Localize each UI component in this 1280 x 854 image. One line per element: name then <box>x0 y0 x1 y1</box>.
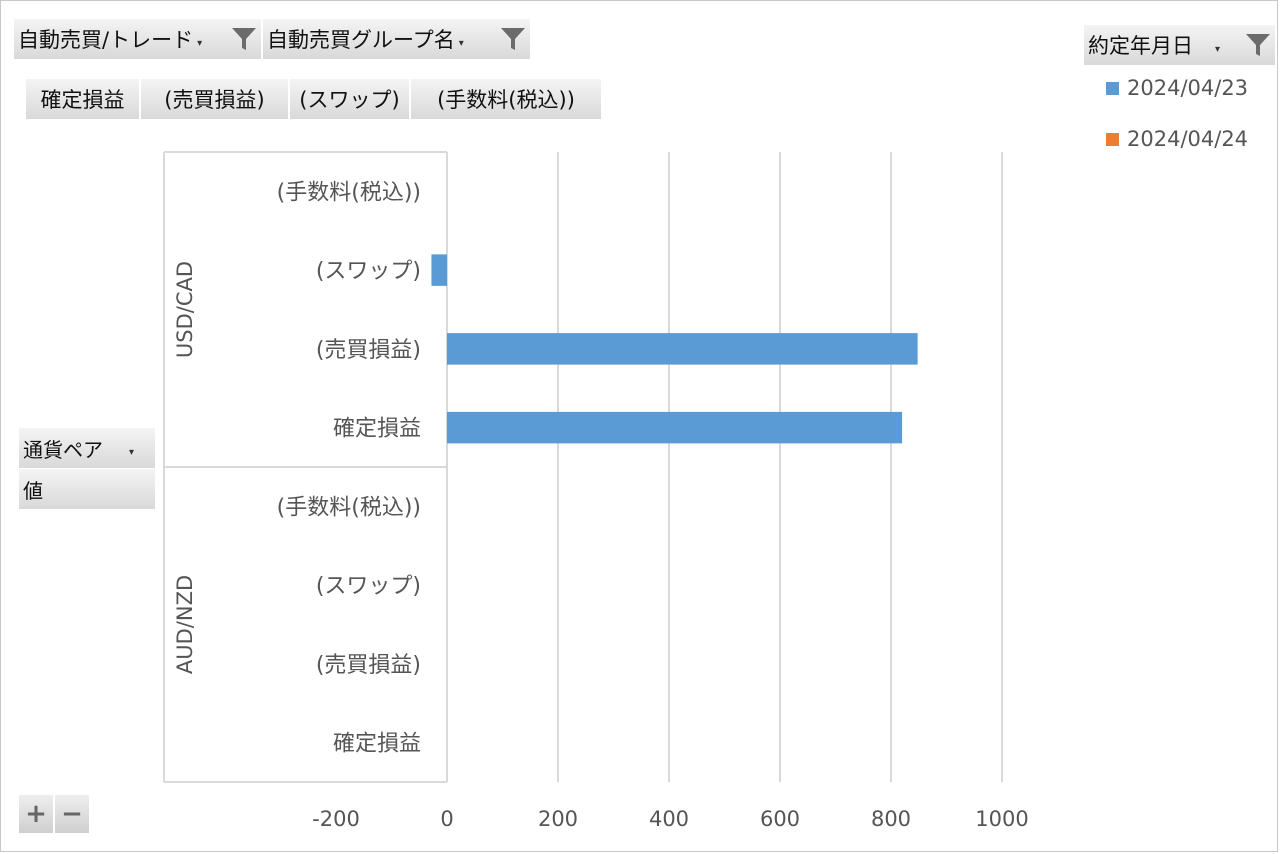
category-label: (売買損益) <box>316 338 421 363</box>
x-tick-label: 400 <box>649 807 689 831</box>
bar <box>431 254 447 286</box>
funnel-icon[interactable] <box>500 26 526 52</box>
legend-item-series-1[interactable]: 2024/04/23 <box>1106 76 1248 100</box>
dropdown-arrow-icon[interactable]: ▾ <box>129 446 135 458</box>
legend-swatch-series-2 <box>1106 132 1119 146</box>
funnel-icon[interactable] <box>231 26 257 52</box>
dropdown-arrow-icon[interactable]: ▾ <box>458 37 464 49</box>
legend-label-series-1: 2024/04/23 <box>1127 76 1249 100</box>
group-label: USD/CAD <box>173 261 197 358</box>
dropdown-arrow-icon[interactable]: ▾ <box>1215 43 1221 55</box>
legend-item-series-2[interactable]: 2024/04/24 <box>1106 127 1248 151</box>
value-field-trade-pl[interactable]: (売買損益) <box>141 79 289 119</box>
row-field-values-button[interactable]: 値 <box>19 469 156 509</box>
x-tick-label: 800 <box>871 807 911 831</box>
legend-label-series-2: 2024/04/24 <box>1127 127 1249 151</box>
group-label: AUD/NZD <box>173 575 197 674</box>
x-tick-label: 1000 <box>975 807 1028 831</box>
category-label: (売買損益) <box>316 653 421 678</box>
filter-date-label: 約定年月日 <box>1088 34 1193 58</box>
value-field-swap[interactable]: (スワップ) <box>290 79 410 119</box>
filter-trade-button[interactable]: 自動売買/トレード ▾ <box>14 19 262 59</box>
row-field-pair-label: 通貨ペア <box>23 437 103 462</box>
bar <box>447 333 918 365</box>
x-tick-label: -200 <box>312 807 360 831</box>
filter-date-button[interactable]: 約定年月日 ▾ <box>1084 25 1276 65</box>
value-field-realized-pl[interactable]: 確定損益 <box>26 79 140 119</box>
row-field-values-label: 値 <box>23 478 43 503</box>
bar <box>447 411 903 444</box>
filter-group-button[interactable]: 自動売買グループ名 ▾ <box>263 19 531 59</box>
category-label: 確定損益 <box>333 732 421 757</box>
category-label: 確定損益 <box>333 417 421 442</box>
filter-group-label: 自動売買グループ名 <box>267 28 455 52</box>
collapse-button[interactable]: − <box>55 795 89 833</box>
x-tick-label: 200 <box>538 807 578 831</box>
category-label: (手数料(税込)) <box>277 180 421 205</box>
dropdown-arrow-icon[interactable]: ▾ <box>197 37 203 49</box>
funnel-icon[interactable] <box>1245 32 1271 58</box>
value-field-commission[interactable]: (手数料(税込)) <box>411 79 602 119</box>
category-label: (スワップ) <box>316 259 421 284</box>
row-field-pair-button[interactable]: 通貨ペア ▾ <box>19 428 156 468</box>
category-label: (手数料(税込)) <box>277 495 421 520</box>
x-tick-label: 0 <box>440 807 453 831</box>
expand-button[interactable]: + <box>19 795 53 833</box>
x-tick-label: 600 <box>760 807 800 831</box>
legend-swatch-series-1 <box>1106 81 1119 95</box>
filter-trade-label: 自動売買/トレード <box>18 28 194 52</box>
category-label: (スワップ) <box>316 574 421 599</box>
